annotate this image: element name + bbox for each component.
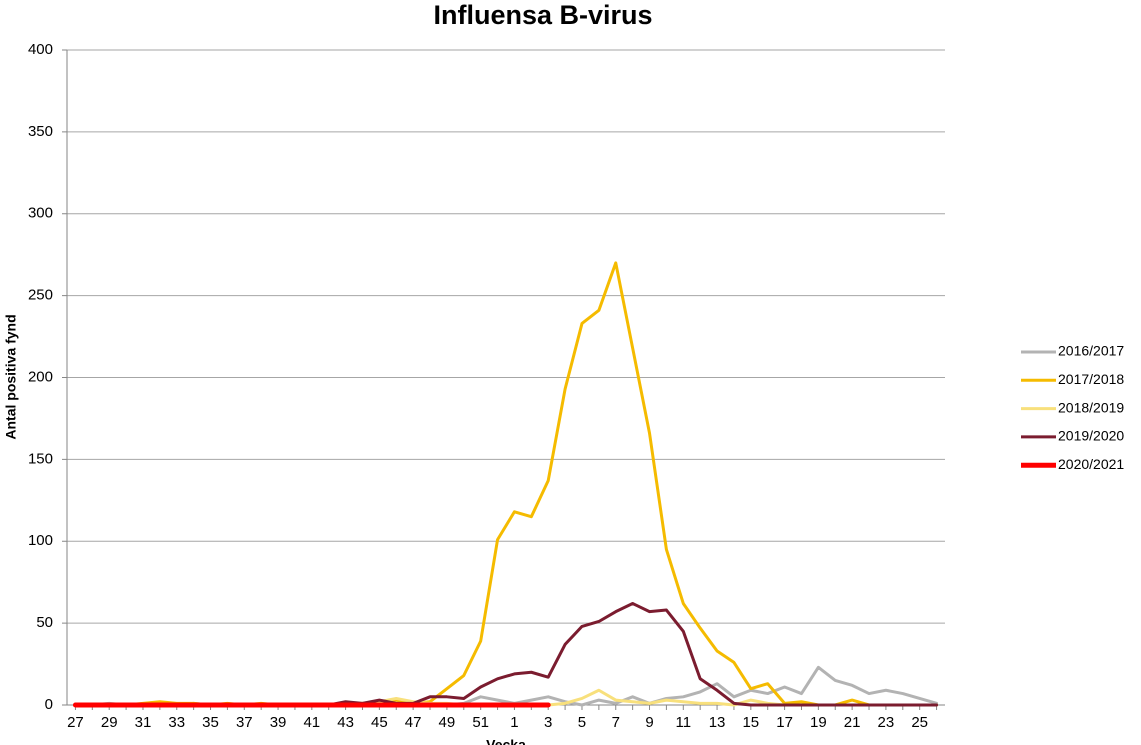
x-tick-label: 23 [878, 714, 895, 731]
x-tick-label: 47 [405, 714, 422, 731]
x-tick-label: 31 [135, 714, 152, 731]
y-tick-label: 100 [28, 532, 53, 549]
x-tick-label: 15 [742, 714, 759, 731]
legend-label: 2017/2018 [1058, 371, 1124, 387]
y-tick-label: 150 [28, 450, 53, 467]
x-tick-label: 35 [202, 714, 219, 731]
x-tick-label: 25 [911, 714, 928, 731]
x-tick-label: 43 [337, 714, 354, 731]
x-tick-label: 19 [810, 714, 827, 731]
chart-title: Influensa B-virus [433, 0, 652, 30]
x-tick-label: 13 [709, 714, 726, 731]
y-tick-label: 400 [28, 41, 53, 58]
y-tick-label: 50 [36, 614, 53, 631]
legend-label: 2016/2017 [1058, 343, 1124, 359]
x-tick-label: 27 [67, 714, 84, 731]
x-tick-label: 37 [236, 714, 253, 731]
x-tick-label: 51 [472, 714, 489, 731]
series-line [73, 665, 939, 707]
x-tick-label: 49 [439, 714, 456, 731]
x-tick-label: 5 [578, 714, 586, 731]
y-tick-label: 300 [28, 205, 53, 222]
x-tick-label: 39 [270, 714, 287, 731]
y-axis-label: Antal positiva fynd [3, 314, 19, 439]
x-tick-label: 29 [101, 714, 118, 731]
x-tick-label: 21 [844, 714, 861, 731]
y-tick-label: 350 [28, 123, 53, 140]
y-tick-label: 0 [45, 696, 53, 713]
x-axis-label: Vecka [486, 737, 526, 745]
legend-label: 2018/2019 [1058, 399, 1124, 415]
series-line [73, 601, 939, 707]
legend-label: 2019/2020 [1058, 428, 1124, 444]
x-tick-label: 41 [303, 714, 320, 731]
x-tick-label: 11 [675, 714, 691, 731]
x-tick-label: 3 [544, 714, 552, 731]
y-tick-label: 200 [28, 368, 53, 385]
x-tick-label: 17 [776, 714, 793, 731]
series-line [73, 261, 939, 707]
y-tick-label: 250 [28, 287, 53, 304]
x-tick-label: 9 [645, 714, 653, 731]
x-tick-label: 45 [371, 714, 388, 731]
legend-label: 2020/2021 [1058, 456, 1124, 472]
x-tick-label: 1 [510, 714, 518, 731]
x-tick-label: 7 [612, 714, 620, 731]
x-tick-label: 33 [168, 714, 185, 731]
